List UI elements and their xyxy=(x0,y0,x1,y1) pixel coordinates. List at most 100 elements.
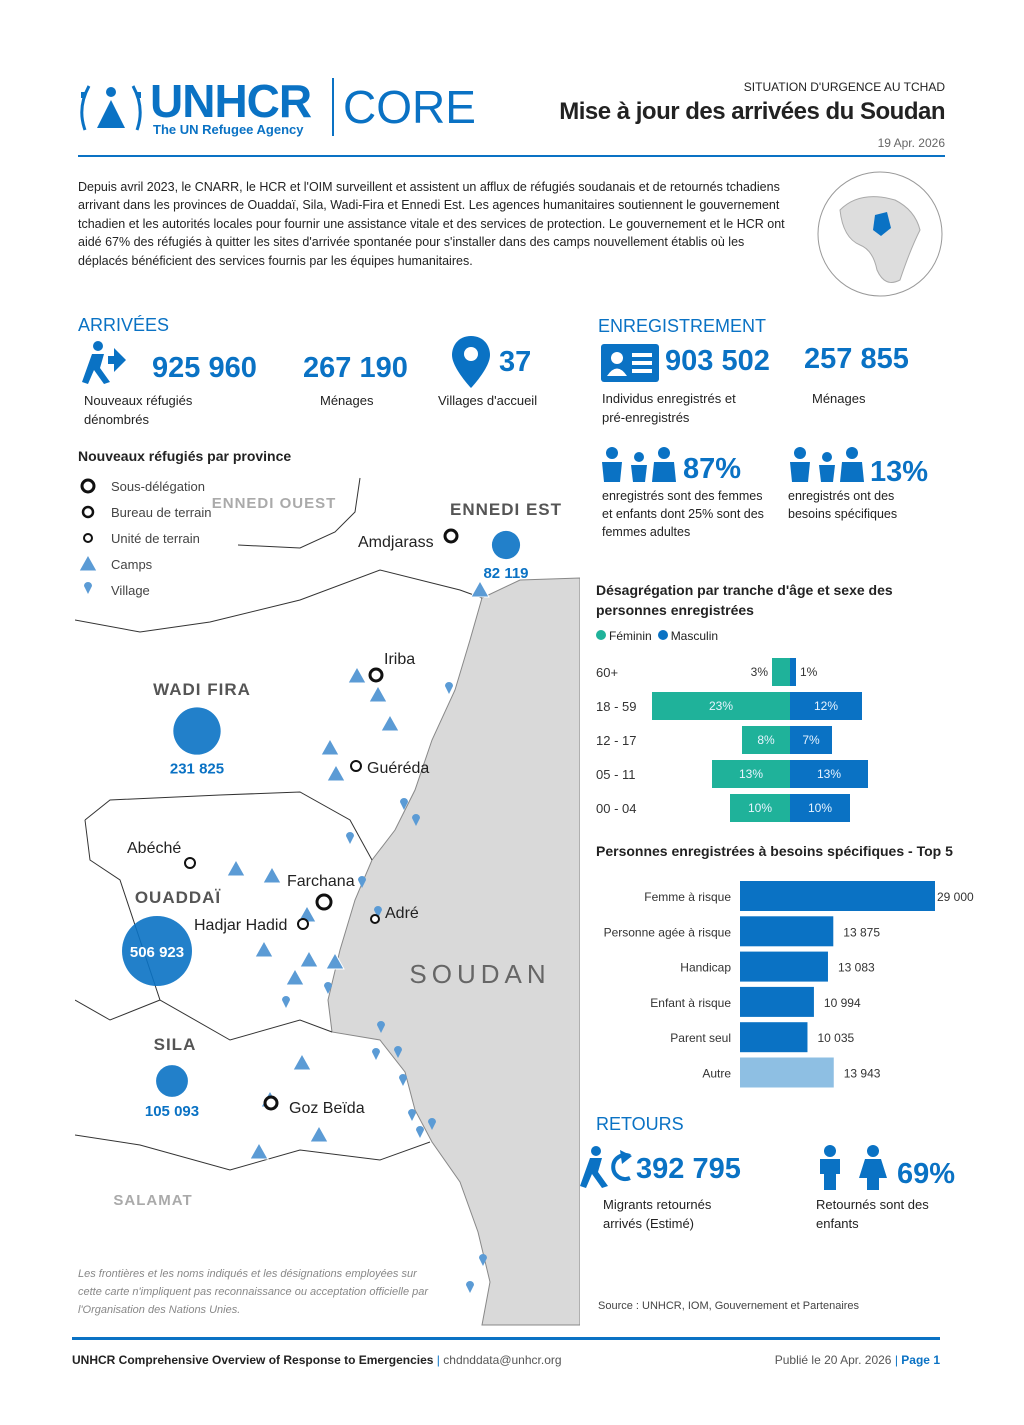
bar xyxy=(740,951,828,982)
category-label: Autre xyxy=(702,1067,731,1081)
legend-label: Masculin xyxy=(670,629,719,643)
stat-label: Ménages xyxy=(320,393,374,408)
bar xyxy=(730,794,790,822)
value-label: 3% xyxy=(751,665,769,679)
village-icon xyxy=(416,1126,424,1138)
value-label: 10 994 xyxy=(824,996,861,1010)
stat-value: 392 795 xyxy=(636,1153,741,1185)
village-icon xyxy=(282,996,290,1008)
village-icon xyxy=(377,1021,385,1033)
province-bubble xyxy=(173,707,221,755)
office-icon xyxy=(184,857,196,869)
office-icon xyxy=(368,667,384,683)
office-icon xyxy=(443,528,459,544)
legend-label: Féminin xyxy=(609,629,652,643)
value-label: 13% xyxy=(739,767,763,781)
office-icon xyxy=(83,533,93,543)
village-icon xyxy=(372,1048,380,1060)
stat-value: 925 960 xyxy=(152,352,257,384)
section-title: ENREGISTREMENT xyxy=(598,316,767,336)
office-icon xyxy=(80,478,96,494)
province-bubble xyxy=(156,1065,188,1097)
value-label: 13 943 xyxy=(844,1067,881,1081)
footer-published: Publié le 20 Apr. 2026 xyxy=(774,1353,892,1367)
region-label: SILA xyxy=(154,1035,197,1054)
bar xyxy=(790,726,832,754)
legend-item: Masculin xyxy=(657,629,719,643)
map-disclaimer: Les frontières et les noms indiqués et l… xyxy=(78,1268,429,1316)
camp-icon xyxy=(285,967,305,986)
separator: | xyxy=(894,1353,898,1367)
value-label: 10% xyxy=(808,801,832,815)
region-label: ENNEDI EST xyxy=(450,500,562,519)
village-icon xyxy=(394,1046,402,1058)
footer-page: Page 1 xyxy=(901,1353,940,1367)
legend-label: Bureau de terrain xyxy=(111,505,211,520)
camp-icon xyxy=(78,553,98,572)
value-label: 29 000 xyxy=(937,890,974,904)
footer-rule xyxy=(72,1337,940,1340)
place-label: Goz Beïda xyxy=(289,1100,365,1117)
bubble-label: 82 119 xyxy=(483,565,528,582)
sudan-area xyxy=(327,577,580,1326)
bar xyxy=(742,726,790,754)
value-label: 13% xyxy=(817,767,841,781)
tagline: The UN Refugee Agency xyxy=(153,122,304,137)
children-icon xyxy=(820,1145,887,1190)
legend-swatch xyxy=(657,630,668,640)
map: Sous-délégation Bureau de terrain Unité de… xyxy=(75,470,580,1330)
stat-value: 267 190 xyxy=(303,352,408,384)
bar xyxy=(652,692,790,720)
place-label: Amdjarass xyxy=(358,534,434,551)
chart-title: Désagrégation par tranche d'âge et sexe … xyxy=(596,582,893,618)
office-icon xyxy=(370,914,380,924)
category-label: 05 - 11 xyxy=(596,767,636,782)
stat-label: Migrants retournés arrivés (Estimé) xyxy=(603,1197,712,1231)
arrival-icon xyxy=(82,341,126,384)
intro: Depuis avril 2023, le CNARR, le HCR et l… xyxy=(78,180,785,268)
region-label: OUADDAÏ xyxy=(135,888,222,907)
province-bubble xyxy=(491,530,521,560)
camp-icon xyxy=(347,665,367,684)
kicker: SITUATION D'URGENCE AU TCHAD xyxy=(743,80,945,94)
place-label: Abéché xyxy=(127,840,181,857)
camp-icon xyxy=(326,763,346,782)
separator: | xyxy=(436,1353,440,1367)
legend-label: Camps xyxy=(111,557,153,572)
family-icon xyxy=(790,447,864,482)
needs-chart: Femme à risque 29 000 Personne agée à risq… xyxy=(604,881,974,1088)
category-label: 12 - 17 xyxy=(596,733,636,748)
camp-icon xyxy=(380,713,400,732)
village-icon xyxy=(374,906,382,918)
value-label: 8% xyxy=(757,733,775,747)
legend-item: Féminin xyxy=(596,629,652,643)
village-icon xyxy=(412,814,420,826)
title: Mise à jour des arrivées du Soudan xyxy=(559,98,945,125)
bar xyxy=(740,1057,834,1088)
age-chart: 60+ 3% 1% 18 - 59 23% 12% 12 - 17 8% 7% 05 - 11 13… xyxy=(596,658,868,822)
village-icon xyxy=(400,798,408,810)
stat-label: Ménages xyxy=(812,391,866,406)
value-label: 1% xyxy=(800,665,818,679)
place-label: Iriba xyxy=(384,651,415,668)
org-name: UNHCR xyxy=(150,75,312,127)
camp-icon xyxy=(254,939,274,958)
value-label: 12% xyxy=(814,699,838,713)
camp-icon xyxy=(299,949,319,968)
logo-emblem xyxy=(80,85,142,131)
camp-icon xyxy=(309,1124,329,1143)
village-icon xyxy=(408,1109,416,1121)
family-icon xyxy=(602,447,676,482)
map-title: Nouveaux réfugiés par province xyxy=(78,448,292,464)
category-label: Enfant à risque xyxy=(650,996,731,1010)
region-label: WADI FIRA xyxy=(153,680,251,699)
return-icon xyxy=(580,1146,632,1188)
village-icon xyxy=(466,1281,474,1293)
camp-icon xyxy=(292,1052,312,1071)
camp-icon xyxy=(325,951,345,970)
country-label: SOUDAN xyxy=(409,959,550,989)
village-icon xyxy=(445,682,453,694)
product-name: CORE xyxy=(343,81,476,133)
village-icon xyxy=(399,1074,407,1086)
place-label: Farchana xyxy=(287,873,355,890)
